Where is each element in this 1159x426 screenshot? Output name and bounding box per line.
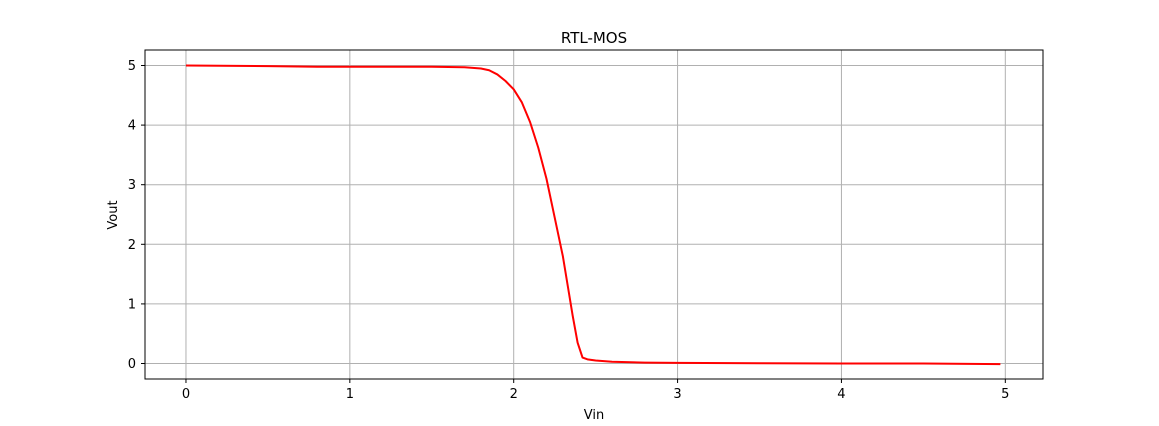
x-tick-label: 3	[673, 387, 681, 402]
plot-frame	[144, 49, 1044, 380]
x-tick-label: 5	[1001, 387, 1009, 402]
series-layer	[185, 64, 1001, 366]
y-tick-label: 0	[128, 357, 136, 372]
y-tick-label: 5	[128, 59, 136, 74]
y-tick-label: 3	[128, 178, 136, 193]
chart-title: RTL-MOS	[561, 29, 627, 47]
y-axis-label: Vout	[106, 200, 121, 229]
y-tick-label: 1	[128, 297, 136, 312]
y-tick-label: 2	[128, 238, 136, 253]
x-tick-label: 2	[510, 387, 518, 402]
x-tick-label: 1	[346, 387, 354, 402]
y-tick-label: 4	[128, 119, 136, 134]
x-tick-label: 4	[837, 387, 845, 402]
x-axis: 0 1 2 3 4 5	[182, 379, 1009, 402]
x-tick-label: 0	[182, 387, 190, 402]
series-line	[185, 64, 1001, 366]
x-axis-label: Vin	[584, 408, 604, 423]
y-axis: 0 1 2 3 4 5	[128, 59, 145, 372]
